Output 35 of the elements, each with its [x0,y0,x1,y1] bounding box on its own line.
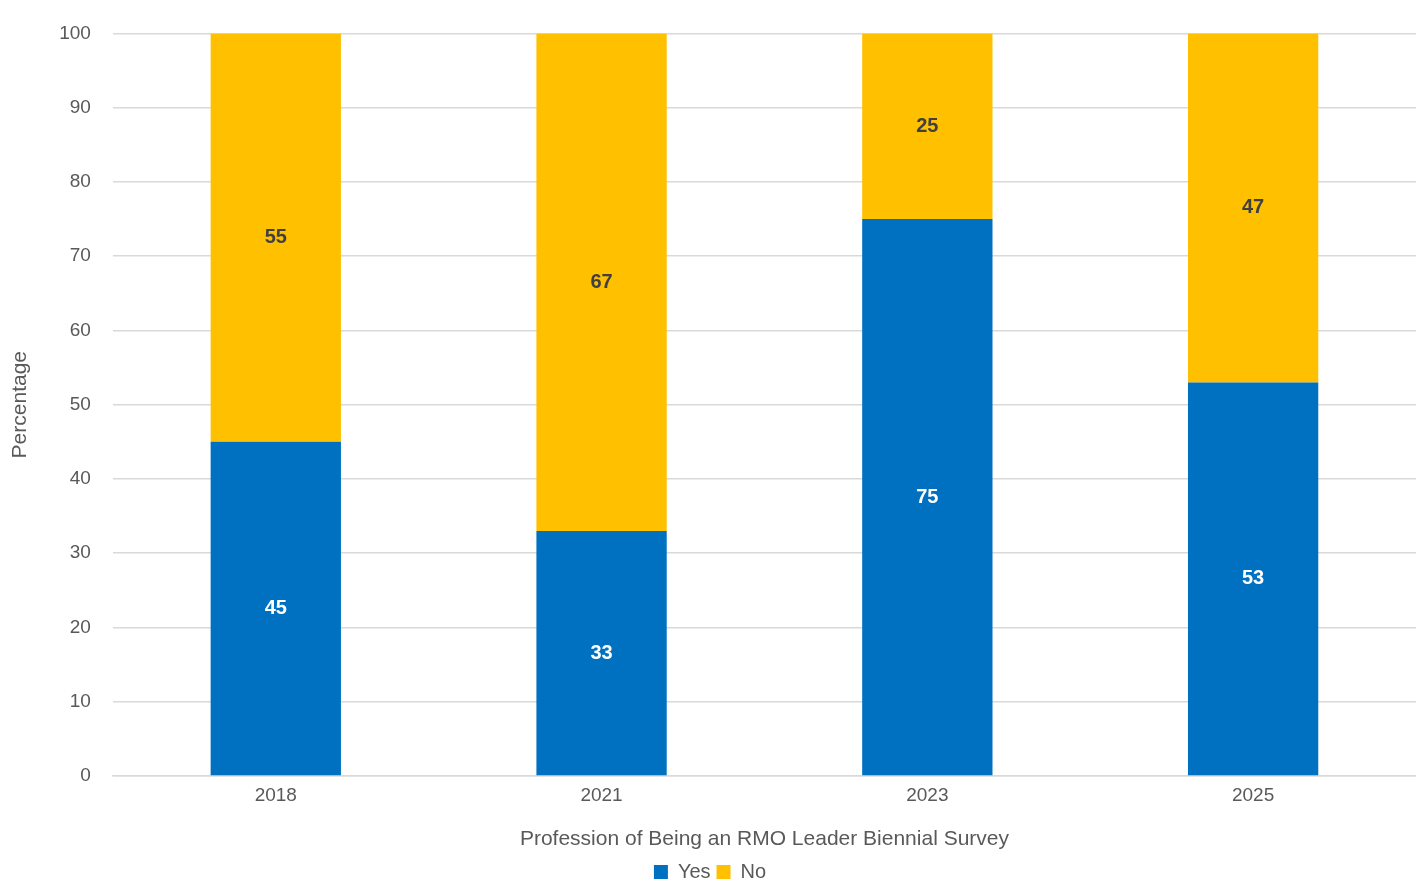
x-tick-label: 2023 [906,783,949,805]
y-tick-label: 50 [69,392,91,414]
y-tick-label: 10 [69,689,91,711]
y-tick-label: 80 [69,170,91,192]
x-axis-title: Profession of Being an RMO Leader Biennial Survey [519,826,1010,850]
y-tick-label: 90 [69,95,91,117]
y-tick-label: 70 [69,244,91,266]
bar [536,530,667,776]
bar [536,33,667,531]
y-tick-label: 100 [59,21,91,43]
y-axis-title: Percentage [7,350,31,459]
y-tick-label: 20 [69,615,91,637]
y-tick-label: 0 [80,764,91,786]
data-label: 47 [1241,195,1265,218]
x-tick-label: 2021 [580,783,623,805]
bar [210,441,341,776]
y-tick-label: 60 [69,318,91,340]
bar [1187,382,1319,776]
data-label: 53 [1241,566,1265,589]
y-tick-label: 30 [69,541,91,563]
x-tick-label: 2025 [1231,783,1275,805]
bar [862,33,993,220]
legend-label: Yes [677,859,711,882]
bar [862,219,993,776]
x-tick-label: 2018 [254,783,297,805]
data-label: 55 [264,225,287,248]
data-label: 33 [590,640,613,663]
data-label: 67 [590,269,613,292]
data-label: 45 [264,596,287,619]
data-label: 25 [916,113,939,136]
y-tick-label: 40 [69,467,91,489]
data-label: 75 [916,484,939,507]
bar [210,33,341,442]
legend-label: No [740,859,767,882]
bar [1187,33,1319,383]
